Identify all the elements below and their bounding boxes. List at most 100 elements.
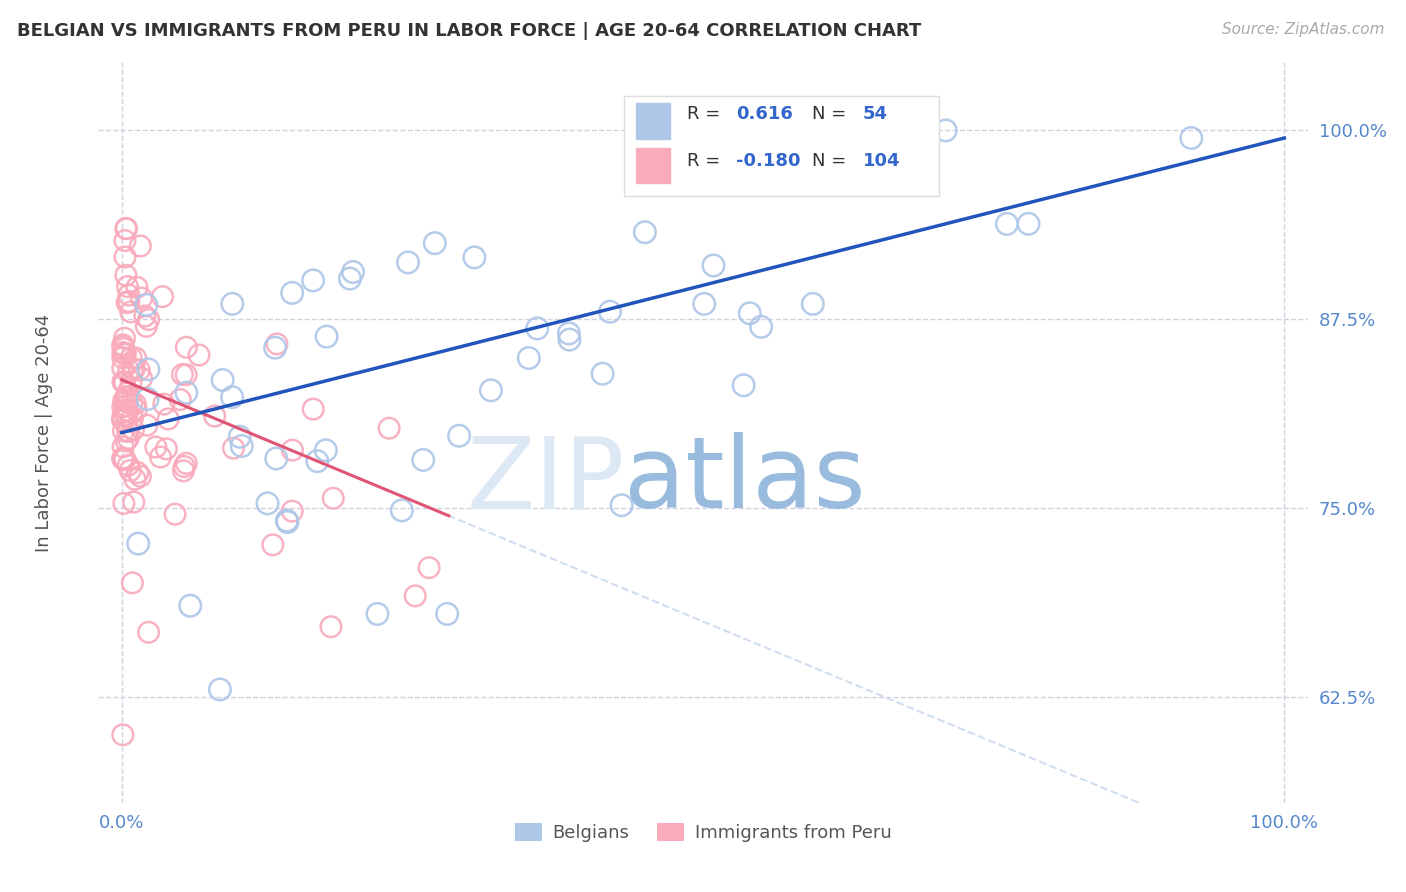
Text: N =: N = (811, 152, 846, 169)
Point (149, 450, 172, 464)
Point (131, 291, 153, 305)
Point (115, 434, 138, 448)
Point (319, 620, 342, 634)
Point (121, 411, 143, 425)
Point (738, 306, 761, 320)
Point (118, 288, 141, 302)
Point (204, 409, 226, 423)
Point (610, 498, 633, 512)
Point (157, 412, 180, 426)
Point (112, 424, 135, 438)
Point (264, 341, 287, 355)
Point (127, 536, 149, 550)
Point (112, 393, 135, 408)
Point (121, 361, 143, 376)
Point (935, 123, 957, 137)
Point (111, 351, 134, 365)
Point (315, 443, 337, 458)
Text: 54: 54 (863, 105, 887, 123)
Point (112, 440, 135, 454)
Point (138, 312, 160, 326)
Point (152, 290, 174, 304)
Point (302, 402, 325, 417)
Point (120, 351, 142, 365)
Point (111, 451, 134, 466)
Point (118, 294, 141, 309)
Point (391, 503, 413, 517)
Point (449, 428, 471, 442)
Point (995, 217, 1018, 231)
Point (118, 363, 141, 377)
Point (339, 271, 361, 285)
Point (117, 390, 139, 404)
Text: atlas: atlas (624, 433, 866, 529)
Point (124, 397, 146, 411)
Point (115, 391, 138, 405)
Point (733, 378, 755, 392)
Point (231, 439, 253, 453)
Point (281, 443, 304, 458)
Point (276, 514, 298, 528)
Text: 0.616: 0.616 (735, 105, 793, 123)
Point (115, 295, 138, 310)
Point (378, 421, 401, 435)
Text: ZIP: ZIP (465, 433, 624, 529)
Bar (637, 147, 671, 183)
Point (125, 402, 148, 417)
Text: BELGIAN VS IMMIGRANTS FROM PERU IN LABOR FORCE | AGE 20-64 CORRELATION CHART: BELGIAN VS IMMIGRANTS FROM PERU IN LABOR… (17, 22, 921, 40)
Point (404, 589, 426, 603)
Point (463, 251, 485, 265)
Point (114, 250, 136, 264)
Point (256, 496, 278, 510)
Text: R =: R = (688, 105, 720, 123)
Point (702, 259, 724, 273)
Point (315, 329, 337, 343)
Point (117, 432, 139, 446)
Point (281, 504, 304, 518)
Point (135, 418, 157, 433)
Point (801, 297, 824, 311)
Point (229, 430, 252, 444)
Point (211, 373, 233, 387)
Point (115, 221, 138, 235)
Point (120, 464, 142, 478)
Point (693, 297, 716, 311)
Point (276, 515, 298, 529)
Point (262, 538, 284, 552)
Point (117, 385, 139, 400)
Point (173, 459, 195, 474)
Point (1017, 217, 1039, 231)
Point (558, 326, 581, 341)
Point (111, 345, 134, 359)
Point (121, 396, 143, 410)
Point (124, 361, 146, 376)
Point (222, 441, 245, 455)
Point (114, 376, 136, 390)
Point (114, 331, 136, 345)
Text: In Labor Force | Age 20-64: In Labor Force | Age 20-64 (35, 313, 53, 552)
Point (1180, 131, 1202, 145)
Point (111, 375, 134, 389)
Point (117, 403, 139, 417)
Point (221, 297, 243, 311)
Point (163, 507, 186, 521)
Point (517, 351, 540, 365)
Point (423, 236, 446, 251)
Text: -0.180: -0.180 (735, 152, 800, 169)
Point (302, 273, 325, 287)
Point (558, 333, 581, 347)
Point (155, 442, 177, 456)
Point (145, 440, 167, 454)
Legend: Belgians, Immigrants from Peru: Belgians, Immigrants from Peru (508, 815, 898, 849)
Point (134, 309, 156, 323)
Point (138, 625, 160, 640)
Point (124, 472, 146, 486)
Point (366, 607, 388, 621)
Point (322, 491, 344, 506)
Point (115, 268, 138, 283)
Point (307, 454, 329, 468)
Point (592, 367, 614, 381)
Point (111, 339, 134, 353)
Point (120, 375, 142, 389)
Point (112, 496, 135, 510)
